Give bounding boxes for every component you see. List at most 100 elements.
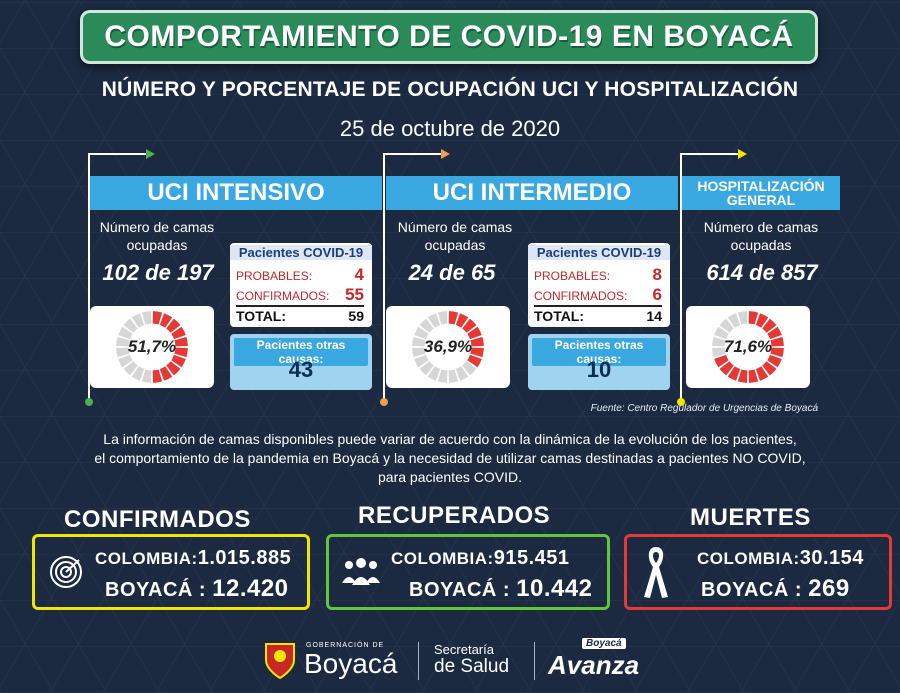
uci-intermedio-donut-card: 36,9% — [386, 306, 510, 388]
ribbon-icon — [641, 543, 671, 606]
total-label: TOTAL: — [534, 308, 585, 324]
donut-segment — [470, 336, 484, 347]
donut-segment — [770, 336, 784, 347]
donut-segment — [748, 369, 759, 383]
colombia-label: COLOMBIA: — [697, 549, 800, 568]
donut-segment — [767, 326, 782, 340]
uci-intermedio-percent: 36,9% — [423, 337, 473, 356]
confirmados-colombia: COLOMBIA:1.015.885 — [95, 547, 291, 570]
hospitalizacion-bracket — [677, 149, 747, 406]
footer-separator — [534, 642, 535, 680]
donut-segment — [118, 326, 133, 340]
donut-segment — [737, 369, 748, 383]
boyaca-label: BOYACÁ : — [105, 579, 207, 601]
uci-intermedio-header: UCI INTERMEDIO — [386, 176, 678, 210]
recuperados-colombia: COLOMBIA:915.451 — [391, 547, 570, 570]
uci-intensivo-donut — [116, 311, 188, 383]
confirmados-title: CONFIRMADOS — [64, 506, 251, 533]
donut-segment — [152, 311, 163, 325]
other-causes-value: 10 — [586, 357, 612, 382]
donut-segment — [712, 347, 726, 358]
donut-segment — [131, 366, 145, 381]
total-value: 59 — [348, 308, 364, 324]
hospitalizacion-donut — [712, 311, 784, 383]
donut-segment — [159, 313, 173, 328]
donut-segment — [467, 326, 482, 340]
donut-segment — [467, 354, 482, 368]
info-line-3: para pacientes COVID. — [378, 469, 522, 485]
donut-segment — [171, 326, 186, 340]
donut-segment — [762, 318, 777, 333]
donut-segment — [448, 311, 459, 325]
uci-intermedio-beds-value: 24 de 65 — [408, 260, 496, 285]
donut-segment — [448, 369, 459, 383]
uci-intensivo-percent: 51,7% — [127, 337, 177, 356]
uci-intermedio-donut — [412, 311, 484, 383]
other-causes-label: Pacientes otras causas: — [532, 338, 666, 366]
donut-segment — [455, 366, 469, 381]
bracket-arrow-icon — [441, 149, 450, 159]
bracket-dot-icon — [380, 398, 388, 406]
donut-segment — [419, 361, 434, 376]
confirmados-row: CONFIRMADOS: 55 — [236, 285, 364, 305]
footer-logos: GOBERNACIÓN DE Boyacá Secretaría de Salu… — [0, 630, 900, 686]
colombia-value: 1.015.885 — [197, 547, 292, 569]
donut-segment — [762, 361, 777, 376]
donut-segment — [462, 318, 477, 333]
secretaria-label: Secretaría — [434, 642, 494, 657]
recuperados-boyaca: BOYACÁ : 10.442 — [409, 575, 593, 603]
colombia-label: COLOMBIA: — [95, 549, 198, 568]
hospitalizacion-header: HOSPITALIZACIÓN GENERAL — [682, 176, 840, 210]
total-label: TOTAL: — [236, 308, 287, 324]
total-row: TOTAL: 14 — [534, 305, 662, 324]
donut-segment — [166, 361, 181, 376]
donut-segment — [755, 366, 769, 381]
covid-box-title: Pacientes COVID-19 — [230, 245, 372, 260]
gobernacion-label: GOBERNACIÓN DE — [306, 642, 385, 649]
muertes-box: COLOMBIA:30.154 BOYACÁ : 269 — [624, 534, 892, 610]
beds-label-line-2: ocupadas — [126, 237, 188, 253]
beds-label-line-2: ocupadas — [424, 237, 486, 253]
beds-label-line-1: Número de camas — [703, 219, 819, 235]
total-row: TOTAL: 59 — [236, 305, 364, 324]
target-icon — [49, 555, 83, 594]
total-value: 14 — [646, 308, 662, 324]
donut-segment — [755, 313, 769, 328]
uci-intermedio-covid-box: Pacientes COVID-19 PROBABLES: 8 CONFIRMAD… — [528, 243, 670, 327]
report-date: 25 de octubre de 2020 — [339, 116, 561, 141]
donut-segment — [748, 311, 759, 325]
donut-segment — [118, 354, 133, 368]
avanza-top-label: Boyacá — [582, 638, 626, 649]
probables-row: PROBABLES: 8 — [534, 265, 662, 285]
confirmados-value: 55 — [345, 285, 364, 304]
donut-segment — [414, 354, 429, 368]
confirmados-box: COLOMBIA:1.015.885 BOYACÁ : 12.420 — [32, 534, 310, 610]
bracket-arrow-icon — [146, 149, 155, 159]
hospitalizacion-donut-card: 71,6% — [686, 306, 810, 388]
muertes-boyaca: BOYACÁ : 269 — [701, 575, 850, 603]
donut-segment — [714, 326, 729, 340]
boyaca-label: BOYACÁ : — [409, 579, 511, 601]
confirmados-label: CONFIRMADOS: — [236, 289, 330, 303]
colombia-label: COLOMBIA: — [391, 549, 494, 568]
donut-segment — [174, 336, 188, 347]
recuperados-box: COLOMBIA:915.451 BOYACÁ : 10.442 — [326, 534, 610, 610]
uci-intensivo-title: UCI INTENSIVO — [147, 179, 325, 206]
other-causes-label: Pacientes otras causas: — [234, 338, 368, 366]
bracket-dot-icon — [677, 398, 685, 406]
donut-segment — [470, 347, 484, 358]
donut-segment — [159, 366, 173, 381]
probables-value: 8 — [652, 265, 662, 284]
uci-intermedio-other-box: Pacientes otras causas: 10 — [528, 334, 670, 390]
colombia-value: 30.154 — [799, 547, 864, 569]
other-causes-value: 43 — [288, 357, 314, 382]
people-icon — [339, 557, 383, 592]
uci-intensivo-donut-card: 51,7% — [90, 306, 214, 388]
probables-row: PROBABLES: 4 — [236, 265, 364, 285]
donut-segment — [123, 361, 138, 376]
donut-segment — [727, 313, 741, 328]
colombia-value: 915.451 — [493, 547, 570, 569]
bracket-arrow-icon — [738, 149, 747, 159]
page-subtitle: NÚMERO Y PORCENTAJE DE OCUPACIÓN UCI Y H… — [101, 78, 799, 101]
probables-label: PROBABLES: — [534, 269, 611, 283]
